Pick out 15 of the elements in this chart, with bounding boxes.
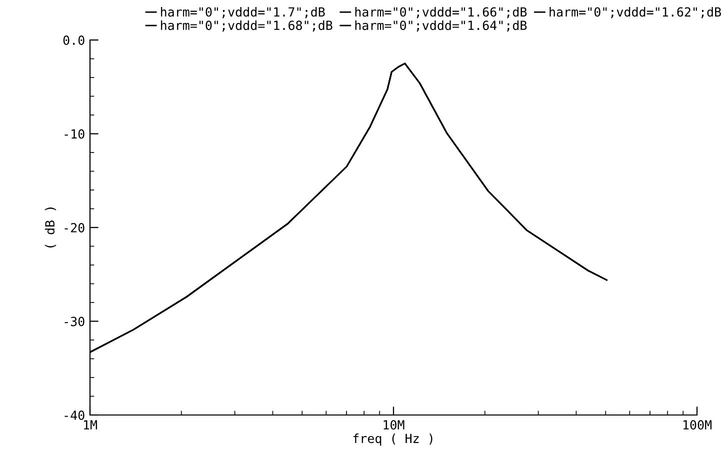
y-tick-label: -10 [64, 129, 84, 139]
legend-label: harm="0";vddd="1.62";dB [550, 6, 721, 18]
x-tick-label: 1M [84, 420, 97, 430]
legend-label: harm="0";vddd="1.66";dB [355, 6, 527, 18]
legend-label: harm="0";vddd="1.7";dB [161, 6, 325, 18]
y-tick-label: 0.0 [63, 36, 84, 45]
x-axis-title: freq ( Hz ) [353, 433, 432, 446]
y-tick-label: -30 [64, 316, 84, 326]
x-tick-label: 10M [384, 420, 404, 430]
x-tick-label: 100M [683, 420, 712, 430]
legend-label: harm="0";vddd="1.68";dB [161, 20, 332, 32]
y-axis-title: ( dB ) [44, 208, 56, 248]
y-tick-label: -40 [64, 410, 84, 420]
legend-label: harm="0";vddd="1.64";dB [355, 20, 527, 32]
y-tick-label: -20 [64, 223, 84, 232]
